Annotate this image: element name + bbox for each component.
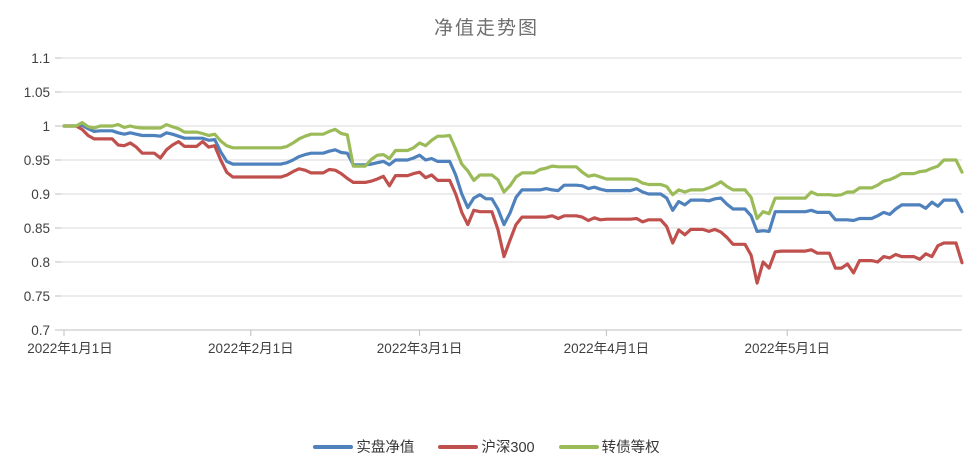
svg-text:1: 1 xyxy=(42,119,50,134)
svg-text:0.85: 0.85 xyxy=(24,221,50,236)
svg-text:2022年4月1日: 2022年4月1日 xyxy=(564,341,650,356)
legend-item-label: 转债等权 xyxy=(601,440,660,456)
legend-item-convertible-equal-weight: 转债等权 xyxy=(558,436,660,457)
svg-text:2022年5月1日: 2022年5月1日 xyxy=(744,341,830,356)
svg-text:0.9: 0.9 xyxy=(31,187,50,202)
legend-item-hs300: 沪深300 xyxy=(438,436,535,457)
svg-text:2022年1月1日: 2022年1月1日 xyxy=(27,341,113,356)
legend: 实盘净值 沪深300 转债等权 xyxy=(0,436,973,457)
legend-line-swatch xyxy=(558,444,599,449)
svg-text:0.95: 0.95 xyxy=(24,153,50,168)
axis-ticks xyxy=(55,57,788,336)
svg-text:0.7: 0.7 xyxy=(31,323,50,338)
series-lines xyxy=(62,120,964,285)
svg-text:0.75: 0.75 xyxy=(24,289,50,304)
gridlines xyxy=(60,57,962,331)
legend-line-swatch xyxy=(438,444,479,449)
svg-text:2022年3月1日: 2022年3月1日 xyxy=(377,341,463,356)
legend-item-real-networth: 实盘净值 xyxy=(313,436,414,457)
svg-text:1.1: 1.1 xyxy=(31,51,50,66)
legend-line-swatch xyxy=(313,444,354,449)
y-axis-labels: 0.7 0.75 0.8 0.85 0.9 0.95 1 1.05 1.1 xyxy=(24,51,50,338)
legend-item-label: 沪深300 xyxy=(481,440,535,456)
x-axis-labels: 2022年1月1日 2022年2月1日 2022年3月1日 2022年4月1日 2022… xyxy=(27,341,830,356)
svg-text:2022年2月1日: 2022年2月1日 xyxy=(208,341,294,356)
chart-title: 净值走势图 xyxy=(433,18,539,39)
svg-text:0.8: 0.8 xyxy=(31,255,50,270)
legend-item-label: 实盘净值 xyxy=(356,440,415,456)
svg-text:1.05: 1.05 xyxy=(24,85,50,100)
